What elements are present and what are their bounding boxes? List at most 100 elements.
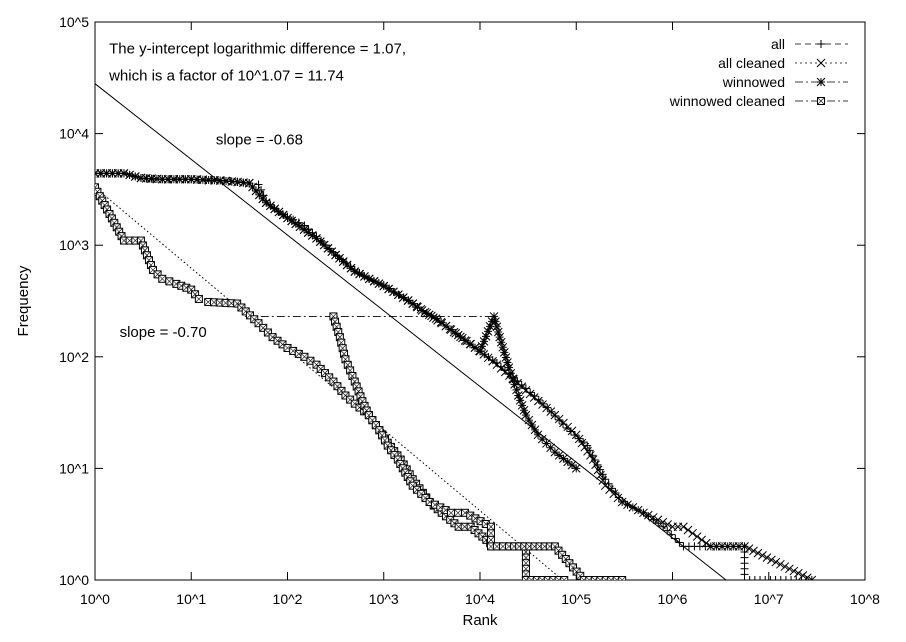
series-2-point-69 (422, 308, 432, 318)
series-2 (95, 169, 581, 473)
legend-marker-2 (816, 77, 826, 87)
series-2-point-54 (350, 267, 360, 276)
series-4-point-42-cross (447, 509, 455, 517)
annotation-2: slope = -0.68 (216, 131, 303, 148)
series-2-point-22 (215, 176, 225, 185)
x-tick-label-7: 10^7 (754, 591, 784, 607)
series-0-point-146 (761, 576, 770, 580)
series-2-point-58 (369, 276, 379, 286)
series-0-point-123 (671, 534, 680, 543)
series-1-point-145 (744, 544, 754, 553)
series-2-point-119 (571, 464, 581, 473)
series-2-point-62 (389, 287, 398, 297)
series-2-point-66 (408, 299, 418, 309)
series-0-point-149 (776, 576, 785, 580)
series-2-point-61 (384, 284, 394, 294)
series-2-point-55 (355, 269, 364, 279)
series-4-point-73 (585, 576, 594, 580)
series-0-point-121 (663, 526, 672, 535)
fit-line-1 (95, 186, 563, 580)
series-1-point-158 (802, 573, 812, 580)
series-1-point-115 (598, 476, 608, 485)
series-2-point-98 (506, 368, 516, 378)
series-2-point-23 (221, 176, 231, 186)
series-2-point-33 (266, 201, 275, 211)
series-1-point-107 (577, 438, 587, 448)
series-1-point-110 (586, 451, 595, 460)
series-2-point-43 (307, 231, 317, 240)
series-3-point-23-cross (158, 275, 166, 283)
series-1-point-146 (749, 546, 758, 556)
x-tick-label-1: 10^1 (176, 591, 206, 607)
series-0-point-150 (781, 576, 790, 580)
series-2-point-57 (364, 274, 374, 284)
annotations: The y-intercept logarithmic difference =… (108, 41, 406, 341)
series-2-point-100 (510, 379, 519, 389)
series-2-point-12 (157, 174, 167, 184)
y-tick-label-3: 10^3 (59, 237, 89, 253)
series-1-point-150 (767, 555, 776, 565)
series-4 (329, 312, 627, 580)
series-2-point-107 (524, 415, 534, 425)
series-3-point-112 (532, 576, 541, 580)
series-2-point-19 (198, 175, 208, 185)
legend-marker-1 (816, 58, 826, 68)
series-2-point-40 (295, 222, 305, 232)
series-2-point-64 (399, 293, 408, 302)
series-4-point-79-cross (618, 576, 626, 580)
series-2-point-18 (192, 175, 202, 184)
series-1-point-137 (701, 538, 711, 548)
series-1-point-108 (580, 442, 590, 452)
series-1-point-132 (679, 522, 688, 532)
x-tick-label-8: 10^8 (850, 591, 880, 607)
y-tick-label-4: 10^4 (59, 126, 89, 142)
series-1-point-124 (639, 508, 648, 518)
series-2-point-110 (533, 430, 543, 440)
series-2-point-111 (537, 434, 547, 444)
series-2-point-114 (550, 447, 560, 457)
legend-marker-0 (817, 40, 825, 48)
series-3-point-114 (543, 576, 552, 580)
series-2-point-10 (147, 174, 156, 183)
series-3-point-117 (560, 576, 569, 580)
series-0-point-147 (766, 576, 775, 580)
series-1-point-123 (633, 505, 643, 515)
series-2-point-88 (491, 317, 500, 326)
series-2-point-42 (303, 228, 313, 237)
series-1-point-111 (588, 455, 598, 464)
series-4-point-50-cross (487, 529, 495, 538)
series-2-point-17 (186, 174, 196, 184)
annotation-0: The y-intercept logarithmic difference =… (109, 41, 406, 58)
series-3-point-111 (527, 576, 536, 580)
series-1-point-113 (593, 465, 603, 475)
x-tick-label-0: 10^0 (80, 591, 110, 607)
series-0-point-143 (745, 576, 754, 580)
series-2-point-11 (152, 174, 162, 184)
series-2-point-85 (485, 322, 495, 331)
series-1-point-85 (488, 356, 497, 366)
series-2-point-101 (512, 385, 521, 395)
series-1-point-106 (574, 434, 584, 444)
y-tick-label-5: 10^5 (59, 14, 89, 30)
series-0-point-142 (740, 576, 749, 580)
series-2-point-15 (175, 174, 185, 184)
series-2-point-94 (499, 348, 509, 357)
series-2-point-103 (515, 396, 525, 405)
series-2-point-6 (125, 170, 134, 180)
series-1-point-153 (780, 562, 790, 571)
series-1-point-105 (571, 430, 581, 440)
series-1-point-128 (658, 517, 668, 527)
series-4-point-75 (596, 576, 605, 580)
series-2-point-20 (204, 175, 213, 185)
series-2-point-71 (431, 314, 441, 323)
series-1-point-109 (583, 446, 592, 456)
series-1-point-121 (623, 500, 632, 510)
y-tick-label-2: 10^2 (59, 349, 89, 365)
series-0-point-155 (807, 576, 816, 580)
series-4-point-74 (590, 576, 599, 580)
series-1-point-151 (771, 557, 781, 567)
series-2-point-89 (492, 322, 502, 332)
series-2-point-117 (563, 457, 573, 467)
series-4-point-77 (607, 576, 616, 580)
series-3-point-116 (554, 576, 563, 580)
